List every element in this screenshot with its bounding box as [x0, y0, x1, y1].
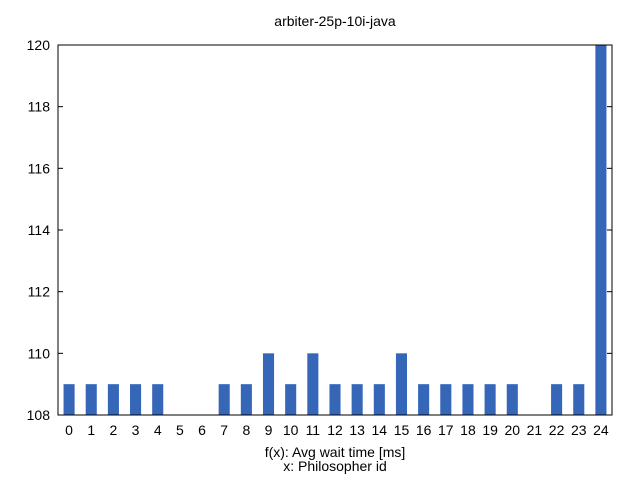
bar-10	[285, 384, 297, 415]
y-tick-label: 120	[27, 37, 51, 53]
y-tick-label: 112	[28, 284, 51, 300]
bar-3	[130, 384, 142, 415]
bar-22	[551, 384, 563, 415]
x-tick-label: 1	[87, 422, 95, 438]
x-tick-label: 4	[154, 422, 162, 438]
x-tick-label: 19	[482, 422, 498, 438]
y-tick-label: 114	[28, 222, 51, 238]
x-tick-label: 21	[527, 422, 543, 438]
x-tick-label: 20	[504, 422, 520, 438]
bar-13	[351, 384, 363, 415]
x-tick-label: 0	[65, 422, 73, 438]
y-tick-label: 116	[28, 160, 51, 176]
bar-12	[329, 384, 341, 415]
bar-18	[462, 384, 474, 415]
bar-4	[152, 384, 164, 415]
x-tick-label: 17	[438, 422, 454, 438]
bar-9	[262, 353, 275, 415]
bar-14	[373, 384, 385, 415]
x-tick-label: 11	[306, 422, 321, 438]
x-tick-label: 22	[549, 422, 565, 438]
x-tick-label: 16	[416, 422, 432, 438]
chart-title: arbiter-25p-10i-java	[274, 13, 396, 29]
x-tick-label: 6	[198, 422, 206, 438]
x-tick-label: 13	[349, 422, 365, 438]
y-tick-label: 108	[27, 407, 51, 423]
x-tick-label: 18	[460, 422, 476, 438]
bar-23	[573, 384, 585, 415]
bar-2	[107, 384, 119, 415]
x-axis: 0 1 2 3 4 5 6 7 8 9 10 11 12 13 14 15 16 17 18 19 20 21 22 23 24	[65, 422, 609, 438]
bar-19	[484, 384, 496, 415]
bar-1	[85, 384, 97, 415]
y-tick-label: 118	[28, 99, 51, 115]
x-axis-secondary-label: x: Philosopher id	[283, 458, 387, 474]
x-tick-label: 24	[593, 422, 609, 438]
x-tick-label: 2	[110, 422, 118, 438]
y-axis: 108 110 112 114 116 118 120	[27, 37, 612, 423]
plot-frame	[57, 44, 613, 416]
bar-17	[440, 384, 452, 415]
x-tick-label: 15	[394, 422, 410, 438]
bar-15	[395, 353, 408, 415]
x-tick-label: 10	[283, 422, 299, 438]
bar-20	[506, 384, 518, 415]
x-tick-label: 8	[242, 422, 250, 438]
x-tick-label: 3	[132, 422, 140, 438]
bar-24	[595, 45, 607, 415]
y-tick-label: 110	[28, 345, 51, 361]
bar-8	[240, 384, 252, 415]
x-tick-label: 14	[372, 422, 388, 438]
x-tick-label: 7	[220, 422, 228, 438]
x-tick-label: 23	[571, 422, 587, 438]
bar-11	[307, 353, 319, 415]
x-tick-label: 12	[327, 422, 343, 438]
bars-layer	[63, 45, 607, 415]
x-tick-label: 9	[265, 422, 273, 438]
bar-16	[418, 384, 430, 415]
x-tick-label: 5	[176, 422, 184, 438]
bar-7	[218, 384, 230, 415]
x-axis-label: f(x): Avg wait time [ms]	[265, 444, 406, 460]
bar-0	[63, 384, 75, 415]
